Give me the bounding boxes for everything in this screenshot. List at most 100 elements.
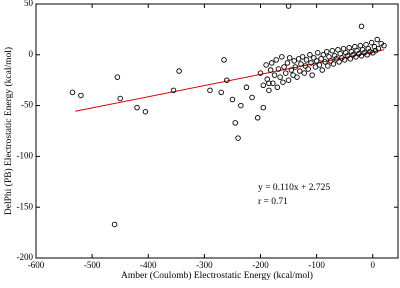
point	[330, 61, 337, 67]
point	[170, 87, 177, 94]
point	[263, 62, 269, 68]
point	[301, 70, 308, 76]
point	[367, 49, 373, 55]
point	[134, 104, 140, 111]
point	[316, 62, 323, 68]
point	[359, 46, 366, 53]
point	[325, 63, 331, 69]
x-tick-label: -500	[84, 260, 101, 270]
point	[218, 89, 224, 96]
point	[249, 94, 255, 101]
x-tick-label: -300	[196, 260, 213, 270]
point	[299, 54, 306, 60]
point	[313, 58, 320, 64]
point	[305, 66, 311, 72]
point	[224, 77, 230, 83]
point	[257, 70, 264, 76]
point	[267, 67, 274, 73]
x-tick-label: -100	[308, 260, 325, 270]
point	[346, 44, 352, 51]
x-axis-label: Amber (Coulomb) Electrostatic Energy (kc…	[121, 270, 313, 281]
point	[333, 56, 340, 62]
point	[327, 58, 334, 64]
point	[358, 53, 365, 59]
trendline	[75, 49, 385, 112]
point	[270, 80, 276, 86]
x-tick-label: -400	[140, 260, 157, 270]
point	[352, 43, 358, 50]
point	[238, 102, 244, 109]
point	[284, 60, 291, 66]
point	[279, 54, 285, 60]
point	[375, 45, 382, 52]
y-tick-label: -200	[17, 252, 34, 262]
point	[374, 36, 380, 43]
point	[283, 70, 289, 76]
point	[78, 92, 84, 99]
point	[354, 47, 360, 54]
y-tick-label: 50	[24, 0, 34, 8]
point	[314, 50, 321, 56]
plot-frame	[35, 3, 399, 259]
point	[291, 58, 297, 64]
point	[353, 54, 359, 60]
point	[347, 56, 354, 62]
point	[232, 120, 238, 126]
point	[302, 63, 309, 69]
point	[69, 89, 76, 96]
point	[274, 84, 281, 91]
point	[308, 60, 314, 66]
point	[266, 87, 272, 94]
y-tick-label: 0	[29, 49, 34, 59]
point	[368, 39, 375, 46]
point	[243, 84, 250, 91]
point	[381, 42, 387, 49]
point	[277, 74, 283, 80]
point	[264, 76, 270, 82]
point	[298, 61, 304, 67]
point	[281, 64, 287, 70]
point	[294, 74, 300, 80]
point	[320, 52, 327, 58]
point	[329, 47, 336, 54]
x-tick-label: -600	[28, 260, 45, 270]
y-tick-label: -50	[21, 100, 33, 110]
point	[292, 64, 299, 70]
point	[271, 72, 278, 78]
point	[297, 68, 303, 74]
point	[318, 56, 324, 62]
y-tick-label: -100	[17, 150, 34, 160]
point	[341, 57, 348, 63]
point	[358, 23, 365, 30]
annotation: r = 0.71	[258, 197, 288, 207]
point	[111, 221, 118, 228]
x-tick-label: -200	[252, 260, 269, 270]
point	[285, 3, 292, 9]
point	[311, 55, 317, 61]
point	[176, 68, 182, 74]
point	[331, 53, 338, 59]
point	[286, 55, 293, 61]
point	[268, 60, 275, 66]
point	[114, 74, 121, 80]
point	[221, 57, 227, 63]
point	[117, 95, 123, 102]
point	[142, 108, 149, 115]
point	[307, 52, 313, 58]
point	[363, 41, 369, 48]
y-tick-label: -150	[17, 201, 34, 211]
point	[275, 66, 282, 72]
point	[348, 49, 355, 55]
point	[343, 50, 349, 56]
annotation: y = 0.110x + 2.725	[258, 183, 330, 193]
point	[207, 87, 213, 94]
point	[357, 42, 364, 49]
point	[254, 115, 261, 121]
point	[273, 57, 279, 63]
point	[323, 49, 330, 55]
point	[285, 77, 292, 83]
y-axis-label: DelPhi (PB) Electrostatic Energy (kcal/m…	[3, 47, 14, 215]
point	[364, 52, 370, 58]
point	[336, 59, 342, 65]
